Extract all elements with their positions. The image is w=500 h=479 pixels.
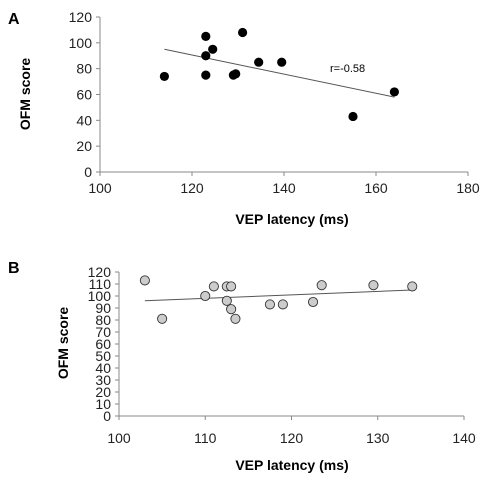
panel-b-y-tick-label: 90 [95,300,111,316]
panel-b-data-point [230,313,241,324]
panel-a-y-tick-label: 80 [76,61,92,77]
panel-a-y-tick-label: 120 [69,9,93,25]
panel-b-y-tick-label: 20 [95,384,111,400]
panel-a-data-point [254,57,264,67]
panel-b-data-point [407,281,418,292]
panel-b-y-tick-label: 40 [95,360,111,376]
panel-b-y-tick-label: 10 [95,396,111,412]
panel-a-y-tick-label: 0 [84,164,92,180]
panel-b-data-point [308,296,319,308]
panel-a-data-point [238,27,248,38]
panel-b-y-tick-label: 70 [95,324,111,340]
panel-b-label: B [8,260,20,277]
panel-b-x-tick-label: 120 [280,430,304,446]
panel-a-correlation-annotation: r=-0.58 [330,63,365,75]
panel-a-data-point [201,31,211,41]
panel-b-y-tick-label: 30 [95,372,111,388]
panel-b: B OFM score VEP latency (ms) 01020304050… [8,260,476,473]
panel-a-y-tick-label: 100 [69,35,93,51]
panel-b-x-axis-label: VEP latency (ms) [235,457,348,473]
panel-a-data-point [231,69,241,79]
panel-a-data-point [159,71,169,82]
panel-b-data-point [277,299,288,310]
panel-a-data-point [348,111,358,122]
panel-b-x-tick-label: 130 [366,430,390,446]
panel-b-y-tick-label: 80 [95,312,111,328]
panel-a-x-tick-label: 160 [364,180,388,196]
panel-b-data-point [221,295,232,306]
panel-a-x-tick-label: 100 [88,180,112,196]
panel-b-x-tick-label: 110 [194,430,217,446]
panel-a-data-point [208,44,218,54]
panel-a-x-tick-label: 180 [456,180,480,196]
panel-b-y-tick-label: 100 [88,288,112,304]
panel-b-data-point [226,304,237,315]
panel-a-y-tick-label: 20 [76,138,92,154]
panel-a-y-axis-label: OFM score [17,58,33,131]
panel-a-x-tick-label: 140 [272,180,296,196]
panel-b-data-point [157,313,168,324]
panel-a-x-axis-label: VEP latency (ms) [235,211,348,227]
panel-b-y-tick-label: 0 [103,408,111,424]
panel-b-data-point [200,290,211,302]
panel-a-x-tick-label: 120 [180,180,204,196]
panel-a: A OFM score VEP latency (ms) r=-0.58 0 20… [8,9,480,227]
panel-b-data-point [139,275,150,286]
panel-a-y-tick-label: 60 [76,87,92,103]
panel-a-data-point [389,87,399,97]
panel-b-data-point [208,281,219,292]
panel-b-y-tick-label: 50 [95,348,111,364]
panel-b-x-tick-label: 140 [452,430,476,446]
panel-b-y-tick-label: 120 [88,264,112,280]
panel-a-label: A [8,11,20,28]
panel-b-trendline [144,289,413,302]
panel-b-data-point [264,299,275,310]
panel-b-y-tick-label: 110 [89,276,112,292]
panel-a-y-tick-label: 40 [76,112,92,128]
panel-a-data-point [201,51,211,61]
panel-b-data-point [368,280,379,291]
panel-b-data-point [316,280,327,291]
panel-b-y-tick-label: 60 [95,336,111,352]
panel-b-x-tick-label: 100 [107,430,131,446]
panel-a-data-point [277,57,287,67]
panel-b-y-axis-label: OFM score [55,307,71,380]
panel-a-data-point [201,70,211,80]
panel-b-data-point [226,281,237,292]
